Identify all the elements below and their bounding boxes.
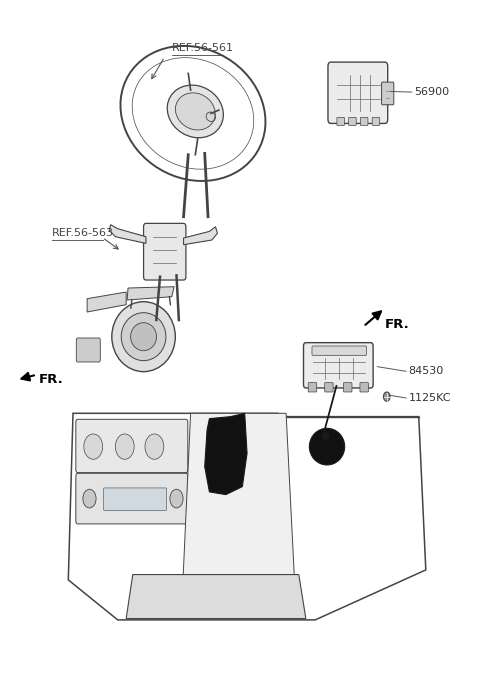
FancyBboxPatch shape [76, 473, 188, 524]
FancyBboxPatch shape [360, 383, 369, 392]
Polygon shape [204, 413, 247, 494]
FancyBboxPatch shape [382, 82, 394, 105]
Text: 84530: 84530 [408, 367, 444, 376]
FancyBboxPatch shape [76, 338, 100, 362]
FancyBboxPatch shape [303, 343, 373, 388]
Text: 1125KC: 1125KC [408, 393, 451, 403]
FancyBboxPatch shape [337, 118, 345, 125]
Polygon shape [87, 292, 126, 312]
FancyBboxPatch shape [328, 62, 388, 124]
Polygon shape [126, 575, 306, 619]
Ellipse shape [322, 432, 329, 440]
FancyBboxPatch shape [348, 118, 356, 125]
FancyBboxPatch shape [324, 383, 333, 392]
FancyBboxPatch shape [76, 420, 188, 473]
Ellipse shape [167, 85, 223, 138]
Ellipse shape [83, 490, 96, 508]
FancyBboxPatch shape [308, 383, 317, 392]
Ellipse shape [310, 428, 345, 465]
Text: 56900: 56900 [414, 87, 449, 97]
Polygon shape [183, 226, 217, 245]
Ellipse shape [170, 490, 183, 508]
Polygon shape [127, 287, 174, 300]
FancyBboxPatch shape [144, 223, 186, 280]
Text: REF.56-563: REF.56-563 [52, 228, 114, 239]
FancyBboxPatch shape [360, 118, 368, 125]
Ellipse shape [121, 313, 166, 360]
Ellipse shape [384, 392, 390, 401]
FancyBboxPatch shape [104, 488, 167, 511]
Ellipse shape [84, 434, 103, 459]
Text: FR.: FR. [385, 318, 409, 330]
Text: REF.56-561: REF.56-561 [172, 43, 234, 53]
Ellipse shape [112, 302, 175, 372]
Ellipse shape [175, 93, 215, 130]
Polygon shape [181, 413, 297, 619]
Ellipse shape [145, 434, 164, 459]
FancyBboxPatch shape [312, 346, 367, 356]
FancyBboxPatch shape [344, 383, 352, 392]
FancyBboxPatch shape [372, 118, 380, 125]
Ellipse shape [115, 434, 134, 459]
Polygon shape [109, 224, 146, 243]
Ellipse shape [131, 323, 156, 351]
Text: FR.: FR. [39, 373, 63, 386]
